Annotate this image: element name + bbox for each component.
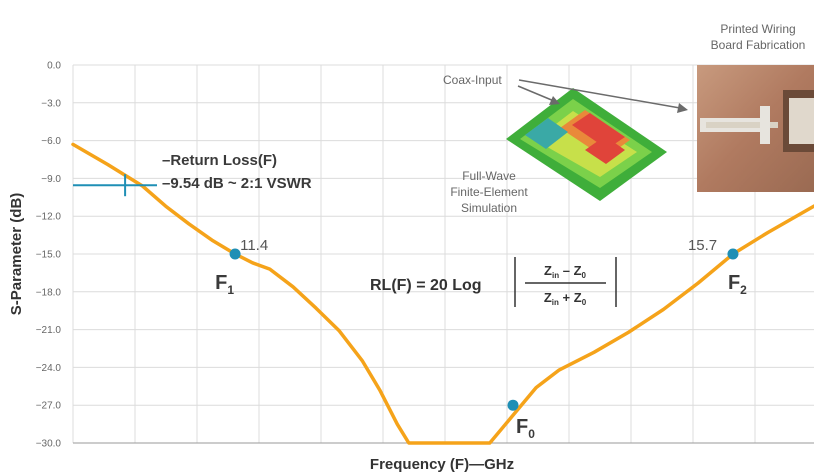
y-tick-label: −3.0	[41, 98, 61, 109]
marker-point	[507, 399, 519, 411]
y-tick-label: −12.0	[36, 212, 62, 223]
printed-board-label-1: Printed Wiring	[720, 22, 795, 36]
marker-value-label: 15.7	[688, 237, 717, 254]
marker-point	[229, 248, 241, 260]
marker-f-label: F2	[728, 272, 747, 297]
y-tick-label: 0.0	[47, 61, 61, 72]
simulation-label-2: Finite-Element	[450, 185, 528, 199]
grid	[72, 64, 814, 444]
return-loss-formula: RL(F) = 20 Log Zin – Z0 Zin + Z0	[370, 257, 617, 307]
formula-lhs: RL(F) = 20 Log	[370, 277, 482, 294]
coax-arrows	[517, 79, 688, 113]
y-tick-label: −15.0	[36, 250, 62, 261]
y-tick-label: −6.0	[41, 136, 61, 147]
y-tick-label: −9.0	[41, 174, 61, 185]
marker-f-label: F0	[516, 416, 535, 441]
marker-value-label: 11.4	[240, 237, 268, 254]
printed-board-label-2: Board Fabrication	[711, 38, 806, 52]
reference-marker	[73, 174, 157, 197]
y-ticks: 0.0 −3.0 −6.0 −9.0 −12.0 −15.0 −18.0 −21.0 −24.0…	[36, 61, 62, 450]
formula-numerator: Zin – Z0	[544, 263, 586, 280]
simulation-heatmap-inset	[506, 88, 667, 201]
y-tick-label: −30.0	[36, 439, 62, 450]
y-axis-title: S-Parameter (dB)	[8, 193, 25, 316]
simulation-label-1: Full-Wave	[462, 169, 516, 183]
coax-input-label: Coax-Input	[443, 73, 502, 87]
y-tick-label: −21.0	[36, 325, 62, 336]
y-tick-label: −24.0	[36, 363, 62, 374]
vswr-label: –9.54 dB ~ 2:1 VSWR	[162, 175, 312, 192]
y-tick-label: −27.0	[36, 401, 62, 412]
marker-f-label: F1	[215, 272, 234, 297]
x-axis-title: Frequency (F)—GHz	[370, 456, 514, 473]
marker-point	[727, 248, 739, 260]
board-photo-inset	[697, 65, 814, 192]
frequency-markers: 11.4 F1 F0 15.7 F2	[215, 237, 747, 441]
y-tick-label: −18.0	[36, 287, 62, 298]
return-loss-curve	[71, 142, 814, 445]
formula-denominator: Zin + Z0	[544, 290, 587, 307]
simulation-label-3: Simulation	[461, 201, 517, 215]
return-loss-label: –Return Loss(F)	[162, 152, 277, 169]
